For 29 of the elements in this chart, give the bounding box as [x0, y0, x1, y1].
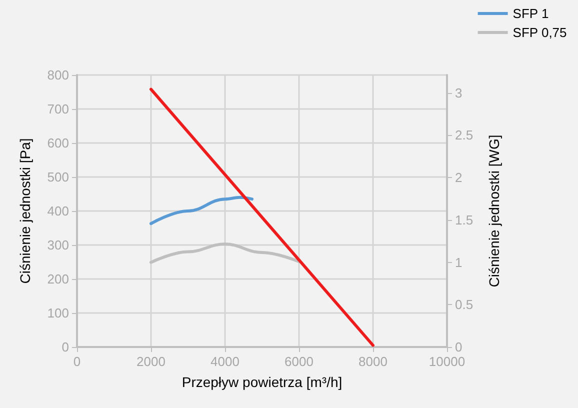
y-tick-label: 300	[47, 238, 69, 252]
y-tick-label: 200	[47, 272, 69, 286]
y-tick-label: 100	[47, 306, 69, 320]
y2-tick-label: 1.5	[455, 212, 474, 228]
y2-tick-label: 2	[455, 170, 462, 186]
legend-label: SFP 0,75	[512, 25, 567, 40]
y-tick-label: 700	[47, 102, 69, 116]
y2-tick-label: 2.5	[455, 128, 474, 143]
y2-tick-label: 1	[455, 254, 462, 270]
y2-tick-label: 0	[455, 340, 462, 354]
y-tick-label: 800	[47, 68, 69, 82]
y-tick-label: 600	[47, 136, 69, 150]
y2-tick-label: 3	[455, 85, 462, 100]
line-series	[150, 242, 300, 264]
x-tick-label: 0	[73, 354, 81, 369]
y2-tick-label: 0.5	[455, 297, 474, 312]
x-tick-label: 8000	[358, 354, 388, 369]
x-tick-label: 2000	[136, 354, 166, 369]
x-axis-title: Przepływ powietrza [m³/h]	[182, 374, 342, 390]
line-series	[150, 196, 254, 226]
x-tick-label: 4000	[210, 354, 240, 369]
x-tick-label: 6000	[284, 354, 314, 369]
y2-axis-title: Ciśnienie jednostki [WG]	[486, 134, 502, 288]
legend-label: SFP 1	[512, 6, 549, 21]
y-tick-label: 0	[62, 340, 69, 354]
x-tick-label: 10000	[428, 354, 466, 369]
y-tick-label: 500	[47, 170, 69, 184]
y-tick-label: 400	[47, 204, 69, 218]
y-axis-title: Ciśnienie jednostki [Pa]	[17, 138, 33, 284]
